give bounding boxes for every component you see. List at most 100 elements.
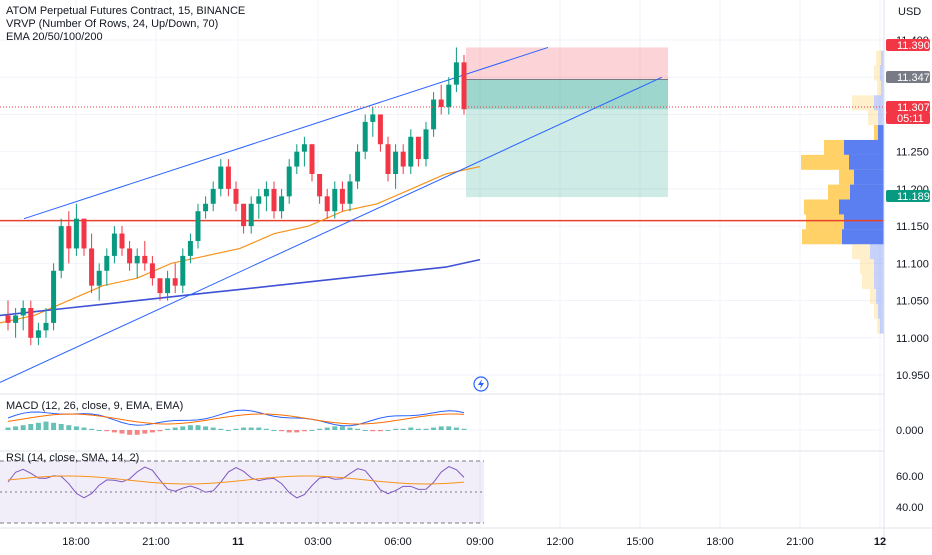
candle-body [355, 151, 361, 182]
candle-body [408, 136, 414, 167]
candle [370, 107, 376, 137]
macd-pane: 0.000 [0, 409, 924, 437]
candle-body [187, 241, 193, 256]
candle [225, 159, 231, 197]
volume-profile-bar-down [852, 95, 874, 111]
macd-histogram-bar [408, 427, 414, 430]
macd-histogram-bar [370, 430, 376, 432]
rsi-label[interactable]: RSI (14, close, SMA, 14, 2) [6, 452, 140, 464]
candle [408, 129, 414, 174]
channel-upper-line[interactable] [23, 46, 549, 220]
chart-legend: ATOM Perpetual Futures Contract, 15, BIN… [6, 5, 245, 44]
candle [51, 263, 57, 331]
volume-profile-bar-up [878, 125, 884, 141]
volume-profile [801, 50, 884, 334]
candle-body [256, 196, 262, 204]
ema-lines [0, 166, 481, 324]
price-tick-label: 11.250 [896, 147, 929, 159]
macd-histogram-bar [172, 427, 178, 430]
macd-histogram-bar [241, 427, 247, 430]
rsi-tick-label: 40.00 [896, 502, 924, 514]
volume-profile-bar-down [806, 214, 844, 230]
macd-histogram-bar [446, 426, 452, 430]
volume-profile-bar-up [874, 273, 884, 289]
macd-histogram-bar [134, 430, 140, 435]
candle [142, 241, 148, 271]
candle [324, 188, 330, 219]
volume-profile-bar-up [874, 259, 884, 275]
macd-histogram-bar [149, 430, 155, 433]
macd-histogram-bar [453, 427, 459, 430]
macd-histogram-bar [332, 426, 338, 430]
candle [149, 255, 155, 286]
candle [210, 181, 216, 212]
candle [400, 144, 406, 174]
candle [35, 322, 41, 346]
candle-body [73, 218, 79, 249]
candle [104, 248, 110, 286]
macd-label[interactable]: MACD (12, 26, close, 9, EMA, EMA) [6, 400, 184, 412]
candle [355, 144, 361, 189]
indicator-ema-label[interactable]: EMA 20/50/100/200 [6, 31, 103, 43]
volume-profile-bar-up [844, 214, 884, 230]
candle [233, 181, 239, 212]
candle-body [13, 315, 19, 323]
candle [89, 233, 95, 294]
candle-body [286, 166, 292, 197]
macd-histogram-bar [89, 428, 95, 430]
currency-label[interactable]: USD [898, 6, 922, 18]
indicator-vrvp-label[interactable]: VRVP (Number Of Rows, 24, Up/Down, 70) [6, 18, 219, 30]
price-tick-label: 11.000 [896, 333, 929, 345]
macd-histogram-bar [415, 428, 421, 430]
channel-lower-line[interactable] [0, 76, 663, 383]
candle-body [385, 144, 391, 174]
candle-body [28, 308, 34, 338]
candle-body [210, 188, 216, 204]
stop-loss-zone[interactable] [466, 47, 668, 80]
price-tick-label: 11.150 [896, 221, 929, 233]
candle-body [431, 99, 437, 130]
volume-profile-bar-down [802, 229, 842, 245]
candle [134, 248, 140, 279]
candle [271, 181, 277, 219]
price-tick-label: 11.100 [896, 258, 929, 270]
macd-histogram-bar [81, 427, 87, 430]
macd-histogram-bar [225, 430, 231, 431]
candlestick-series [5, 47, 467, 346]
price-tag-label: 11.189 [897, 191, 930, 203]
time-axis-label: 03:00 [304, 536, 332, 548]
candle [362, 114, 368, 160]
macd-histogram-bar [294, 430, 300, 433]
price-tag [886, 112, 930, 124]
macd-histogram-bar [324, 427, 330, 430]
candle [339, 181, 345, 212]
macd-histogram-bar [263, 428, 269, 430]
symbol-title[interactable]: ATOM Perpetual Futures Contract, 15, BIN… [6, 5, 246, 17]
volume-profile-bar-down [804, 199, 839, 215]
candle-body [370, 114, 376, 122]
candle [119, 226, 125, 256]
volume-profile-bar-up [870, 244, 884, 260]
time-axis-label: 12:00 [546, 536, 574, 548]
macd-histogram-bar [256, 427, 262, 430]
macd-histogram-bar [66, 425, 72, 430]
take-profit-zone[interactable] [466, 79, 668, 198]
macd-histogram-bar [104, 430, 110, 432]
candle-body [172, 278, 178, 286]
candle [187, 233, 193, 264]
rsi-line [7, 466, 465, 499]
candle [286, 159, 292, 204]
short-position-tool[interactable] [466, 47, 668, 198]
price-tag [886, 39, 930, 51]
macd-histogram-bar [279, 430, 285, 432]
candle [81, 218, 87, 256]
volume-profile-bar-up [880, 65, 884, 81]
candle [309, 144, 315, 182]
candle-body [241, 203, 247, 227]
candle-body [111, 233, 117, 256]
macd-histogram-bar [96, 430, 102, 431]
trend-channel[interactable] [0, 46, 663, 383]
lightning-icon[interactable] [473, 376, 489, 392]
